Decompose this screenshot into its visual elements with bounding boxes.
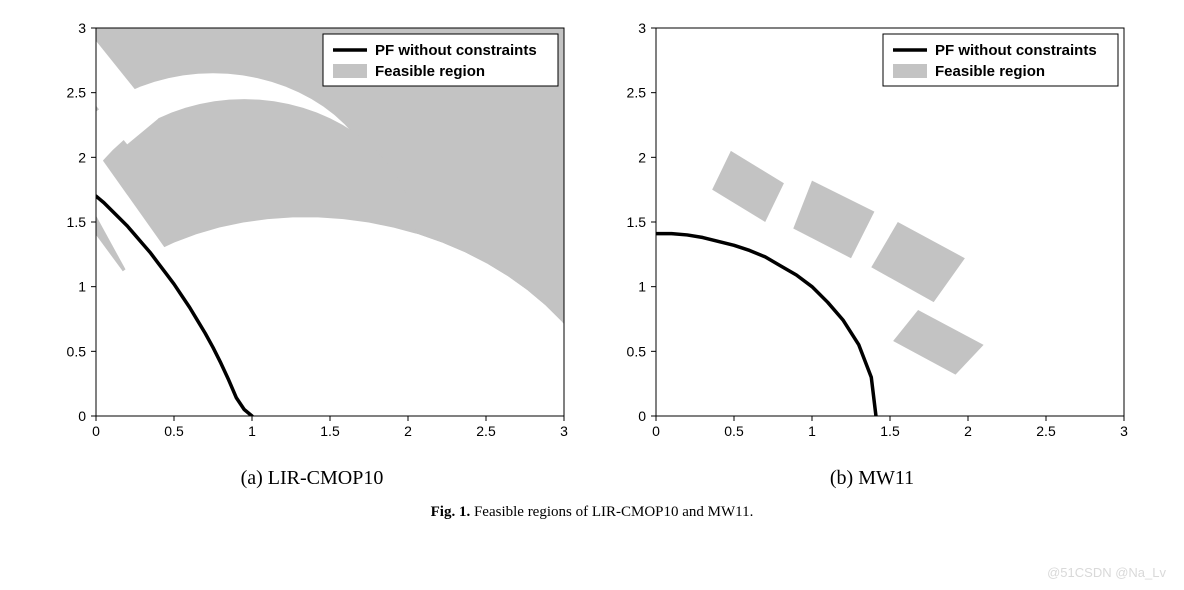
- svg-text:0: 0: [638, 408, 646, 424]
- svg-text:Feasible region: Feasible region: [935, 63, 1045, 80]
- figure-caption: Fig. 1. Feasible regions of LIR-CMOP10 a…: [20, 504, 1164, 521]
- svg-text:2: 2: [404, 423, 412, 439]
- caption-prefix: Fig. 1.: [431, 504, 471, 520]
- panel-a: 0 0.5 1 1.5 2 2.5 3 0 0.5 1 1.5 2 2.5 3 PF without con…: [52, 20, 572, 490]
- plot-a: 0 0.5 1 1.5 2 2.5 3 0 0.5 1 1.5 2 2.5 3 PF without con…: [52, 20, 572, 455]
- watermark: @51CSDN @Na_Lv: [1047, 565, 1166, 580]
- svg-text:2.5: 2.5: [1036, 423, 1056, 439]
- svg-text:3: 3: [1120, 423, 1128, 439]
- svg-text:2: 2: [78, 149, 86, 165]
- svg-text:1.5: 1.5: [67, 214, 87, 230]
- svg-text:0: 0: [78, 408, 86, 424]
- svg-text:PF without constraints: PF without constraints: [935, 42, 1097, 59]
- plot-b: 0 0.5 1 1.5 2 2.5 3 0 0.5 1 1.5 2 2.5 3 PF without con…: [612, 20, 1132, 455]
- panel-b: 0 0.5 1 1.5 2 2.5 3 0 0.5 1 1.5 2 2.5 3 PF without con…: [612, 20, 1132, 490]
- svg-text:1: 1: [808, 423, 816, 439]
- svg-text:0.5: 0.5: [164, 423, 184, 439]
- svg-text:1.5: 1.5: [880, 423, 900, 439]
- svg-text:1: 1: [78, 279, 86, 295]
- svg-text:1.5: 1.5: [320, 423, 340, 439]
- svg-text:1: 1: [638, 279, 646, 295]
- svg-text:2.5: 2.5: [627, 85, 647, 101]
- chart-b-svg: 0 0.5 1 1.5 2 2.5 3 0 0.5 1 1.5 2 2.5 3 PF without con…: [612, 20, 1132, 450]
- svg-text:1.5: 1.5: [627, 214, 647, 230]
- figure-row: 0 0.5 1 1.5 2 2.5 3 0 0.5 1 1.5 2 2.5 3 PF without con…: [20, 20, 1164, 490]
- svg-text:2.5: 2.5: [476, 423, 496, 439]
- svg-text:0.5: 0.5: [724, 423, 744, 439]
- svg-text:2: 2: [964, 423, 972, 439]
- svg-text:PF without constraints: PF without constraints: [375, 42, 537, 59]
- caption-text: Feasible regions of LIR-CMOP10 and MW11.: [474, 504, 753, 520]
- svg-text:0: 0: [92, 423, 100, 439]
- svg-text:0: 0: [652, 423, 660, 439]
- svg-text:0.5: 0.5: [627, 343, 647, 359]
- sublabel-b: (b) MW11: [830, 467, 914, 490]
- svg-text:3: 3: [78, 20, 86, 36]
- svg-text:2.5: 2.5: [67, 85, 87, 101]
- svg-text:1: 1: [248, 423, 256, 439]
- sublabel-a: (a) LIR-CMOP10: [241, 467, 384, 490]
- svg-text:2: 2: [638, 149, 646, 165]
- svg-text:3: 3: [638, 20, 646, 36]
- chart-a-svg: 0 0.5 1 1.5 2 2.5 3 0 0.5 1 1.5 2 2.5 3 PF without con…: [52, 20, 572, 450]
- svg-text:3: 3: [560, 423, 568, 439]
- svg-text:Feasible region: Feasible region: [375, 63, 485, 80]
- svg-text:0.5: 0.5: [67, 343, 87, 359]
